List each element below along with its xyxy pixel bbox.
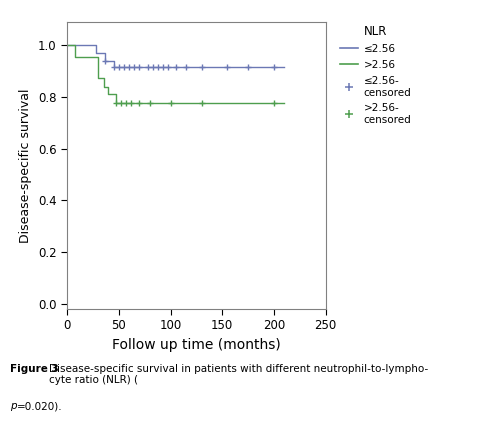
X-axis label: Follow up time (months): Follow up time (months)	[112, 338, 281, 351]
Text: Disease-specific survival in patients with different neutrophil-to-lympho-
cyte : Disease-specific survival in patients wi…	[49, 364, 428, 385]
Text: Figure 3: Figure 3	[10, 364, 62, 374]
Legend: ≤2.56, >2.56, ≤2.56-
censored, >2.56-
censored: ≤2.56, >2.56, ≤2.56- censored, >2.56- ce…	[339, 24, 412, 126]
Text: =0.020).: =0.020).	[17, 401, 62, 411]
Text: p: p	[10, 401, 16, 411]
Y-axis label: Disease-specific survival: Disease-specific survival	[20, 88, 33, 243]
